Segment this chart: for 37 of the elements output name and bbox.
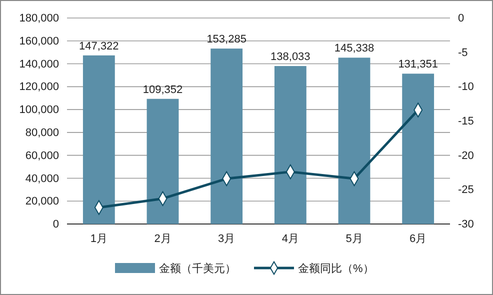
y2-tick-label: -5 [458,46,468,59]
y-tick-label: 0 [52,218,59,231]
data-label: 145,338 [334,42,374,55]
y2-tick-label: -15 [458,116,474,128]
y-tick-label: 120,000 [19,81,59,94]
y-tick-label: 160,000 [19,35,59,48]
legend-label: 金额（千美元） [159,262,236,275]
x-tick-label: 4月 [282,232,299,245]
data-label: 138,033 [270,51,310,64]
y-tick-label: 180,000 [19,12,59,25]
x-tick-label: 5月 [346,232,363,245]
bar [146,98,179,224]
data-label: 153,285 [206,34,246,46]
y-tick-label: 60,000 [25,150,59,162]
bar [402,74,434,224]
y2-tick-label: -25 [458,184,474,196]
y2-tick-label: -30 [458,218,474,231]
bar [338,58,370,224]
y-tick-label: 140,000 [19,58,59,70]
x-tick-label: 2月 [154,232,172,245]
bar [274,66,306,224]
y2-tick-label: -20 [458,150,474,162]
x-tick-label: 6月 [410,232,427,245]
y-tick-label: 40,000 [25,172,59,185]
x-tick-label: 1月 [90,232,108,245]
y2-tick-label: 0 [458,12,464,25]
y-tick-label: 20,000 [25,196,59,208]
y-tick-label: 80,000 [25,126,59,139]
data-label: 131,351 [398,58,438,71]
bar [210,48,243,224]
data-label: 109,352 [142,84,183,96]
y2-tick-label: -10 [458,81,474,94]
data-label: 147,322 [79,40,119,52]
legend-label: 金额同比（%） [298,262,374,275]
y-tick-label: 100,000 [19,104,59,116]
x-tick-label: 3月 [218,232,236,245]
bar [82,55,115,224]
